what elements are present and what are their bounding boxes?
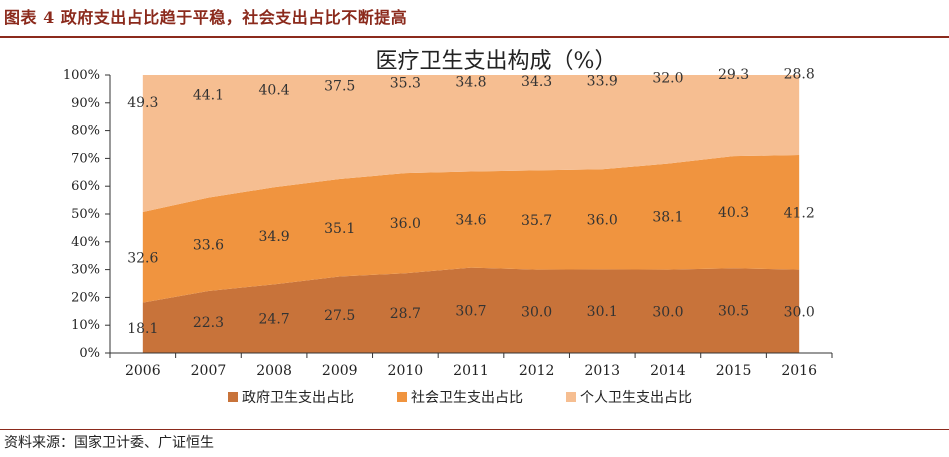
chart-axes: 0% 10% 20% 30% 40% 50% 60% 70% 80% 90% 100% 2006 200… bbox=[63, 68, 833, 379]
chart-title: 医疗卫生支出构成（%） bbox=[376, 49, 617, 74]
data-label-government: 30.5 bbox=[718, 304, 749, 320]
data-label-personal: 34.8 bbox=[455, 75, 486, 91]
chart-legend: 政府卫生支出占比 社会卫生支出占比 个人卫生支出占比 bbox=[228, 390, 692, 406]
data-label-social: 40.3 bbox=[718, 205, 749, 221]
y-tick-label: 60% bbox=[71, 179, 100, 194]
stacked-area-chart: 医疗卫生支出构成（%） 0% 10% 20% 30% 40% 50% 60% 70% 80% 90… bbox=[63, 49, 833, 406]
source-rule bbox=[0, 429, 949, 430]
source-note: 资料来源：国家卫计委、广证恒生 bbox=[4, 435, 214, 451]
x-tick-label: 2015 bbox=[716, 363, 752, 379]
x-tick-label: 2013 bbox=[584, 363, 620, 379]
data-label-social: 32.6 bbox=[127, 250, 158, 266]
x-tick-label: 2007 bbox=[191, 363, 227, 379]
data-label-government: 30.0 bbox=[784, 304, 815, 320]
data-label-personal: 33.9 bbox=[587, 73, 618, 89]
data-label-government: 22.3 bbox=[193, 315, 224, 331]
area-government bbox=[142, 267, 800, 353]
data-label-government: 24.7 bbox=[259, 312, 290, 328]
data-label-government: 30.7 bbox=[455, 303, 486, 319]
x-tick-label: 2006 bbox=[125, 363, 161, 379]
x-tick-label: 2009 bbox=[322, 363, 358, 379]
data-label-personal: 32.0 bbox=[652, 71, 683, 87]
data-label-social: 35.1 bbox=[324, 221, 355, 237]
area-social bbox=[142, 155, 800, 303]
y-tick-label: 0% bbox=[79, 346, 100, 361]
legend-swatch-government bbox=[228, 392, 238, 402]
data-label-personal: 44.1 bbox=[193, 88, 224, 104]
data-label-social: 38.1 bbox=[652, 210, 683, 226]
legend-label-government: 政府卫生支出占比 bbox=[242, 390, 354, 406]
data-label-personal: 29.3 bbox=[718, 67, 749, 83]
data-label-government: 27.5 bbox=[324, 308, 355, 324]
data-label-personal: 28.8 bbox=[784, 66, 815, 82]
data-label-social: 34.6 bbox=[455, 213, 486, 229]
y-tick-label: 70% bbox=[71, 151, 100, 166]
data-label-social: 36.0 bbox=[390, 216, 421, 232]
y-tick-label: 50% bbox=[71, 207, 100, 222]
x-tick-label: 2010 bbox=[388, 363, 424, 379]
y-tick-label: 100% bbox=[63, 68, 100, 83]
data-label-social: 33.6 bbox=[193, 237, 224, 253]
y-tick-label: 10% bbox=[71, 318, 100, 333]
area-personal bbox=[142, 75, 800, 213]
x-tick-label: 2012 bbox=[519, 363, 555, 379]
caption-rule bbox=[0, 36, 949, 38]
chart-areas bbox=[142, 75, 800, 353]
legend-swatch-personal bbox=[566, 392, 576, 402]
y-tick-label: 40% bbox=[71, 235, 100, 250]
data-label-government: 18.1 bbox=[127, 321, 158, 337]
data-label-personal: 49.3 bbox=[127, 95, 158, 111]
y-tick-label: 80% bbox=[71, 124, 100, 139]
y-tick-label: 90% bbox=[71, 96, 100, 111]
legend-label-social: 社会卫生支出占比 bbox=[411, 390, 523, 406]
x-tick-label: 2008 bbox=[256, 363, 292, 379]
data-label-social: 34.9 bbox=[259, 229, 290, 245]
data-labels: 18.1 22.3 24.7 27.5 28.7 30.7 30.0 30.1 30.0 30.5… bbox=[127, 66, 815, 337]
data-label-government: 30.0 bbox=[521, 304, 552, 320]
figure-caption: 图表 4 政府支出占比趋于平稳，社会支出占比不断提高 bbox=[4, 8, 408, 27]
data-label-social: 41.2 bbox=[784, 205, 815, 221]
data-label-social: 36.0 bbox=[587, 212, 618, 228]
data-label-personal: 34.3 bbox=[521, 74, 552, 90]
legend-swatch-social bbox=[397, 392, 407, 402]
data-label-personal: 37.5 bbox=[324, 78, 355, 94]
data-label-personal: 35.3 bbox=[390, 75, 421, 91]
data-label-government: 30.1 bbox=[587, 304, 618, 320]
data-label-government: 28.7 bbox=[390, 306, 421, 322]
data-label-government: 30.0 bbox=[652, 304, 683, 320]
x-tick-label: 2014 bbox=[650, 363, 686, 379]
x-tick-label: 2011 bbox=[453, 363, 489, 379]
legend-label-personal: 个人卫生支出占比 bbox=[580, 390, 692, 406]
data-label-personal: 40.4 bbox=[259, 82, 290, 98]
x-tick-label: 2016 bbox=[781, 363, 817, 379]
data-label-social: 35.7 bbox=[521, 213, 552, 229]
y-tick-label: 20% bbox=[71, 290, 100, 305]
y-tick-label: 30% bbox=[71, 263, 100, 278]
